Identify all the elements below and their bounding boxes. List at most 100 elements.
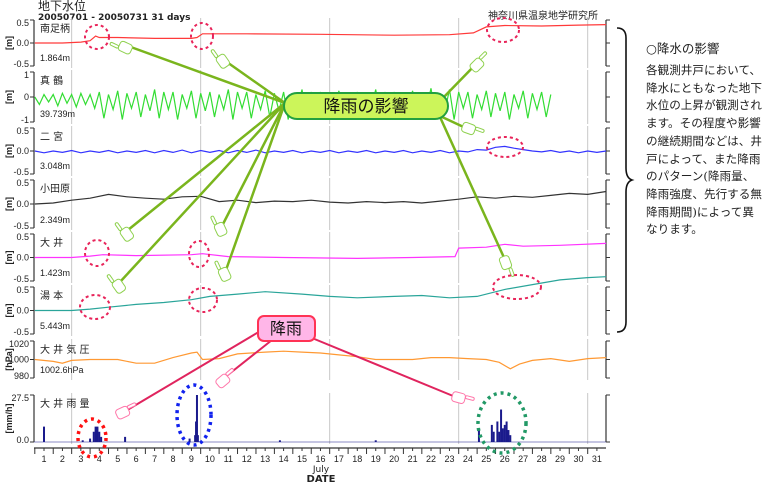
rain-bar: [188, 438, 191, 442]
station-name: 南足柄: [40, 22, 70, 35]
chart-title: 地下水位: [38, 0, 86, 13]
rain-pointer-line: [123, 329, 263, 413]
rain-callout-label: 降雨: [270, 319, 302, 338]
x-tick-label: 6: [134, 454, 139, 464]
series-line-7: [34, 350, 607, 370]
hand-finger: [225, 368, 234, 376]
x-tick-label: 17: [334, 454, 344, 464]
effect-pointer-line: [223, 58, 286, 105]
y-unit-label: [mm/h]: [4, 404, 14, 434]
y-unit-label: [m]: [4, 304, 14, 318]
rain-callout: 降雨: [257, 315, 316, 342]
series-line-1: [34, 24, 607, 44]
reference-level: 1.864m: [40, 53, 70, 63]
rain-bar: [196, 435, 199, 442]
x-tick-label: 31: [592, 454, 602, 464]
x-tick-label: 13: [260, 454, 270, 464]
effect-pointer-line: [224, 102, 287, 271]
reference-level: 39.739m: [40, 109, 75, 119]
hand-pointer-icon: [106, 274, 127, 294]
x-tick-label: 27: [518, 454, 528, 464]
rain-bar: [503, 424, 506, 442]
hand-palm: [217, 266, 232, 282]
rain-highlight-red: [76, 417, 108, 459]
y-tick-label: 0.0: [16, 146, 29, 156]
effect-pointer-line: [119, 102, 286, 283]
y-tick-label: 0.0: [16, 435, 29, 445]
hand-palm: [115, 405, 131, 420]
x-month-label: July: [312, 465, 330, 475]
hand-palm: [469, 57, 485, 73]
hand-pointer-icon: [451, 391, 475, 404]
rain-bar: [498, 431, 501, 442]
panel-3: 0.5 0.0 -0.5 [m] 二 宮 3.048m: [4, 126, 610, 177]
y-tick-label: -0.5: [13, 59, 29, 69]
chart-subtitle: 20050701 - 20050731 31 days: [38, 13, 190, 23]
reference-level: 1002.6hPa: [40, 365, 84, 375]
hand-finger: [464, 395, 475, 401]
hand-finger: [474, 126, 485, 133]
hand-palm: [111, 278, 127, 294]
x-tick-label: 5: [115, 454, 120, 464]
rain-bar: [43, 426, 45, 442]
x-tick-label: 20: [389, 454, 399, 464]
y-tick-label: -0.5: [13, 167, 29, 177]
hand-pointer-icon: [215, 368, 234, 389]
rain-highlight-blue: [175, 383, 213, 447]
x-tick-label: 30: [573, 454, 583, 464]
x-tick-label: 29: [555, 454, 565, 464]
hand-finger: [210, 215, 217, 226]
x-tick-label: 14: [279, 454, 289, 464]
hand-finger: [508, 267, 515, 277]
x-tick-label: 3: [78, 454, 83, 464]
hand-pointer-icon: [461, 121, 485, 136]
rain-bar: [278, 440, 281, 442]
source-label: 神奈川県温泉地学研究所: [488, 9, 598, 22]
highlight-circle: [79, 294, 111, 320]
rain-bar: [94, 426, 97, 442]
rain-bar: [496, 421, 499, 442]
panel-7: 1020 1000 980[hPa] 大 井 気 圧 1002.6hPa: [4, 339, 610, 381]
highlight-circle: [486, 17, 520, 43]
x-tick-label: 21: [408, 454, 418, 464]
y-unit-label: [hPa]: [4, 348, 14, 371]
rain-bar: [92, 431, 95, 442]
x-tick-label: 1: [41, 454, 46, 464]
x-tick-label: 11: [224, 454, 233, 464]
y-unit-label: [m]: [4, 36, 14, 50]
x-tick-label: 18: [352, 454, 362, 464]
y-unit-label: [m]: [4, 251, 14, 265]
panel-6: 0.5 0.0 -0.5 [m] 湯 本 5.443m: [4, 276, 610, 337]
series-line-3: [34, 145, 607, 154]
y-unit-label: [m]: [4, 144, 14, 158]
x-tick-label: 22: [426, 454, 436, 464]
rain-bar: [100, 436, 103, 442]
x-tick-label: 10: [205, 454, 215, 464]
x-tick-label: 7: [152, 454, 157, 464]
y-tick-label: 0.0: [16, 199, 29, 209]
rain-bar: [195, 395, 198, 442]
effect-pointer-line: [127, 102, 286, 231]
y-tick-label: 0.0: [16, 38, 29, 48]
highlight-circle: [492, 274, 542, 300]
rain-bar: [374, 440, 377, 442]
reference-level: 1.423m: [40, 268, 70, 278]
y-tick-label: 0.5: [16, 18, 29, 28]
x-tick-label: 4: [97, 454, 102, 464]
y-tick-label: -0.5: [13, 327, 29, 337]
effect-pointer-line: [127, 44, 286, 105]
y-tick-label: 1020: [9, 339, 29, 349]
hand-finger: [106, 274, 115, 284]
hand-pointer-icon: [210, 215, 228, 237]
station-name: 湯 本: [40, 289, 63, 302]
x-tick-label: 26: [500, 454, 510, 464]
x-tick-label: 19: [371, 454, 381, 464]
x-tick-label: 23: [444, 454, 454, 464]
hand-finger: [478, 51, 488, 60]
rain-bar: [507, 430, 510, 442]
rain-bar: [500, 409, 503, 442]
hand-finger: [210, 49, 219, 59]
effect-pointer-line: [220, 102, 287, 227]
hand-pointer-icon: [109, 40, 133, 55]
